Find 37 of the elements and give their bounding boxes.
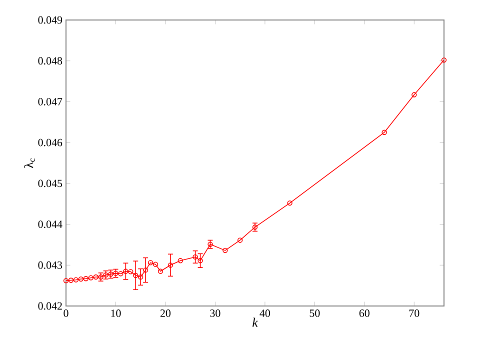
x-tick-label: 50 xyxy=(310,310,320,317)
point xyxy=(88,275,94,280)
point xyxy=(237,238,243,243)
x-tick-label: 20 xyxy=(160,310,171,317)
x-tick-label: 40 xyxy=(260,310,270,317)
x-tick-label: 10 xyxy=(111,310,121,317)
point xyxy=(412,92,417,98)
point xyxy=(118,271,124,276)
point xyxy=(93,274,98,280)
point xyxy=(178,258,183,264)
x-tick-label: 0 xyxy=(64,310,68,317)
point xyxy=(287,200,292,206)
point xyxy=(68,278,74,283)
point xyxy=(382,130,387,135)
y-tick-label: 0.045 xyxy=(38,180,62,188)
y-tick-label: 0.043 xyxy=(38,261,62,269)
y-axis-title: λ$_{c}$ xyxy=(24,158,35,168)
point xyxy=(73,277,79,282)
point xyxy=(83,276,88,282)
y-tick-label: 0.042 xyxy=(38,302,62,310)
x-axis-title: k xyxy=(252,318,258,327)
point xyxy=(128,269,134,274)
y-tick-label: 0.046 xyxy=(38,138,62,146)
point xyxy=(148,260,154,266)
point xyxy=(152,262,158,267)
point xyxy=(222,248,228,254)
y-tick-label: 0.049 xyxy=(38,16,62,24)
point xyxy=(78,276,84,282)
point xyxy=(252,224,258,230)
y-tick-label: 0.044 xyxy=(38,220,62,228)
y-tick-label: 0.047 xyxy=(38,98,62,106)
x-tick-label: 60 xyxy=(359,310,370,317)
point xyxy=(192,254,198,260)
x-tick-label: 70 xyxy=(409,310,420,317)
point xyxy=(158,268,164,274)
y-tick-label: 0.048 xyxy=(38,57,62,65)
x-tick-label: 30 xyxy=(210,310,220,317)
